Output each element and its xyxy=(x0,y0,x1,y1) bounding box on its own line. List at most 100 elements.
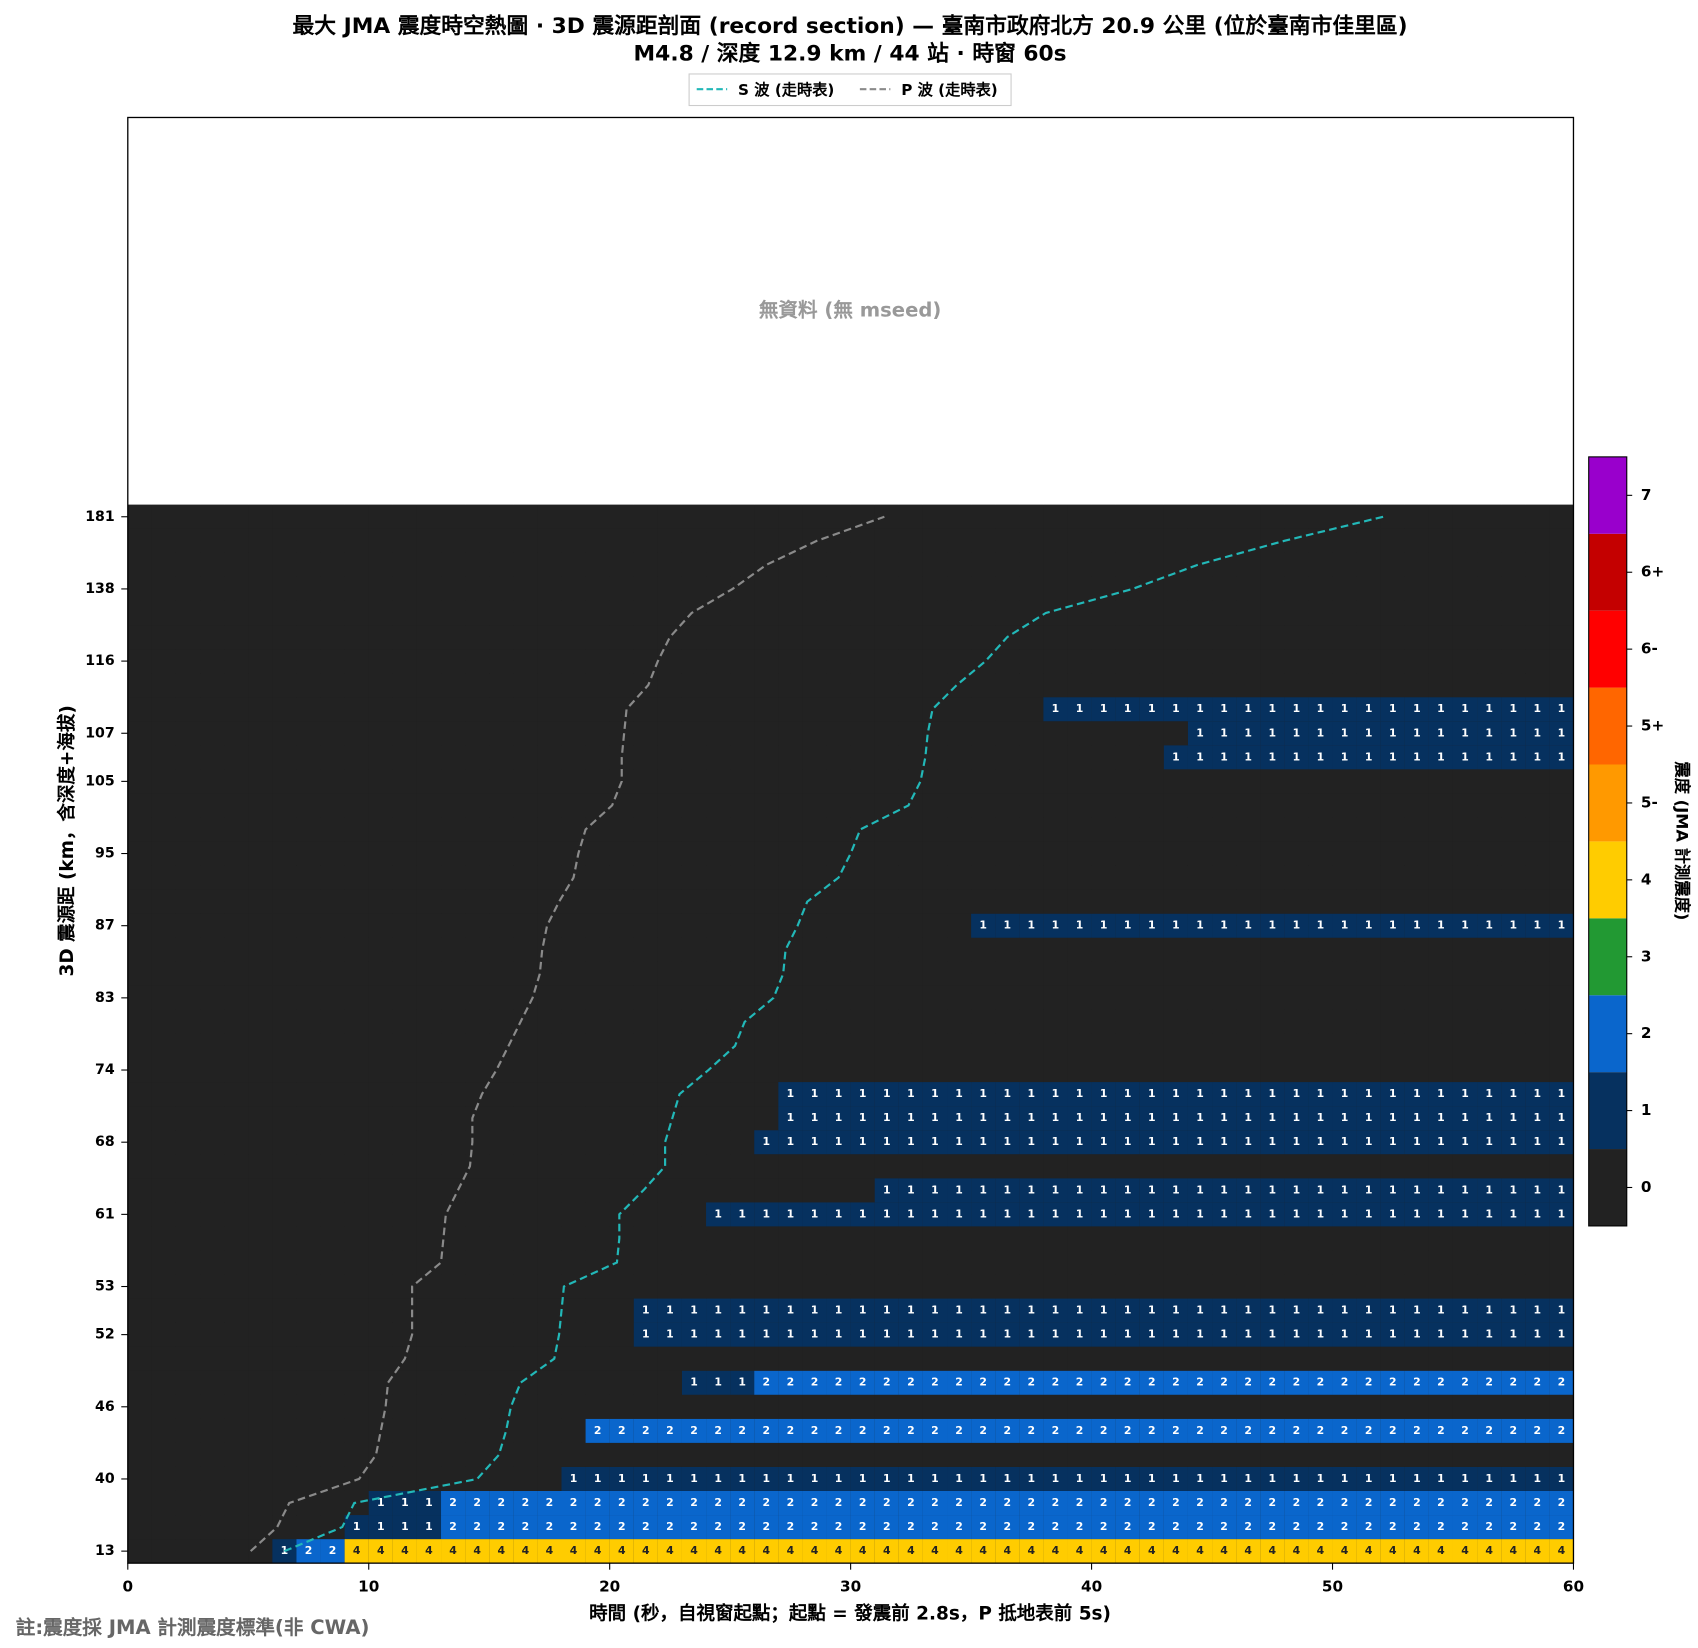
heat-cell xyxy=(1187,1250,1213,1275)
heat-cell xyxy=(1525,504,1550,529)
cell-label: 1 xyxy=(1534,1183,1542,1196)
heat-cell xyxy=(272,1082,297,1107)
cell-label: 2 xyxy=(787,1496,795,1509)
cell-label: 1 xyxy=(1509,726,1517,739)
heat-cell xyxy=(1067,865,1092,890)
heat-cell xyxy=(1525,1009,1550,1034)
heat-cell xyxy=(1380,1202,1405,1227)
heat-cell xyxy=(537,1370,562,1395)
heat-cell xyxy=(778,1370,803,1395)
cell-label: 1 xyxy=(931,1135,939,1148)
heat-cell xyxy=(657,1298,682,1323)
heat-cell xyxy=(1067,1442,1092,1467)
heat-cell xyxy=(416,1106,442,1131)
heat-cell xyxy=(175,625,201,650)
heat-cell xyxy=(1332,649,1357,674)
heat-cell xyxy=(1091,769,1116,794)
cell-label: 1 xyxy=(1220,1304,1228,1317)
cell-label: 1 xyxy=(1244,1111,1252,1124)
heat-cell xyxy=(537,1515,562,1540)
heat-cell xyxy=(344,1033,369,1058)
heat-cell xyxy=(1284,913,1309,938)
heat-cell xyxy=(730,504,755,529)
heat-cell xyxy=(465,1130,490,1155)
heat-cell xyxy=(200,673,225,698)
heat-cell xyxy=(296,889,321,914)
heat-cell xyxy=(1019,745,1044,770)
heat-cell xyxy=(609,504,634,529)
heat-cell xyxy=(681,625,707,650)
heat-cell xyxy=(489,1250,514,1275)
cell-label: 2 xyxy=(1196,1424,1204,1437)
cell-label: 1 xyxy=(1437,702,1445,715)
heat-cell xyxy=(874,625,899,650)
heat-cell xyxy=(368,769,393,794)
heat-cell xyxy=(1236,817,1261,842)
heat-cell xyxy=(1332,1370,1357,1395)
heat-cell xyxy=(151,961,176,986)
heat-cell xyxy=(1260,1442,1285,1467)
heat-cell xyxy=(1139,1466,1164,1491)
heat-cell xyxy=(1115,1490,1140,1516)
heat-cell xyxy=(272,1009,297,1034)
cell-label: 1 xyxy=(1269,1328,1277,1341)
heat-cell xyxy=(1332,721,1357,746)
cell-label: 2 xyxy=(1196,1376,1204,1389)
heat-cell xyxy=(657,1394,682,1419)
heat-cell xyxy=(1525,1418,1550,1443)
heat-cell xyxy=(1067,1490,1092,1516)
heat-cell xyxy=(730,1322,755,1347)
cell-label: 1 xyxy=(1413,1328,1421,1341)
heat-cell xyxy=(1549,576,1574,601)
heat-cell xyxy=(1308,600,1333,626)
heat-cell xyxy=(754,673,779,698)
heat-cell xyxy=(248,913,273,938)
cell-label: 1 xyxy=(1220,1472,1228,1485)
colorbar-swatch xyxy=(1588,687,1627,765)
heat-cell xyxy=(706,1154,731,1179)
heat-cell xyxy=(561,576,586,601)
heat-cell xyxy=(513,1226,538,1251)
heat-cell xyxy=(1212,1250,1237,1275)
heat-cell xyxy=(706,817,731,842)
heat-cell xyxy=(730,697,755,722)
heat-cell xyxy=(296,937,321,962)
heat-cell xyxy=(513,721,538,746)
heat-cell xyxy=(874,552,899,577)
heat-cell xyxy=(1067,576,1092,601)
heat-cell xyxy=(175,1394,201,1419)
heat-cell xyxy=(1212,721,1237,746)
cell-label: 4 xyxy=(1076,1544,1084,1557)
cell-label: 2 xyxy=(1317,1376,1325,1389)
heat-cell xyxy=(1212,1082,1237,1107)
heat-cell xyxy=(1332,1322,1357,1347)
heat-cell xyxy=(947,1178,972,1203)
heat-cell xyxy=(922,1178,948,1203)
heat-cell xyxy=(175,1226,201,1251)
heat-cell xyxy=(1091,1539,1116,1564)
cell-label: 1 xyxy=(1124,1472,1132,1485)
heat-cell xyxy=(1043,793,1068,818)
heat-cell xyxy=(754,1442,779,1467)
y-tick-label: 74 xyxy=(95,1062,115,1078)
heat-cell xyxy=(1260,1154,1285,1179)
cell-label: 2 xyxy=(1461,1424,1469,1437)
heat-cell xyxy=(248,865,273,890)
cell-label: 1 xyxy=(1196,750,1204,763)
cell-label: 2 xyxy=(1052,1376,1060,1389)
heat-cell xyxy=(368,1274,393,1299)
heat-cell xyxy=(1477,1226,1502,1251)
heat-cell xyxy=(344,1394,369,1419)
heat-cell xyxy=(778,817,803,842)
heat-cell xyxy=(320,1490,345,1516)
cell-label: 1 xyxy=(1052,1135,1060,1148)
heat-cell xyxy=(706,721,731,746)
heat-cell xyxy=(706,1466,731,1491)
heat-cell xyxy=(1043,1466,1068,1491)
heat-cell xyxy=(1452,673,1478,698)
heat-cell xyxy=(175,1370,201,1395)
heat-cell xyxy=(947,889,972,914)
heat-cell xyxy=(1043,1057,1068,1083)
cell-label: 2 xyxy=(473,1520,481,1533)
heat-cell xyxy=(1332,1009,1357,1034)
